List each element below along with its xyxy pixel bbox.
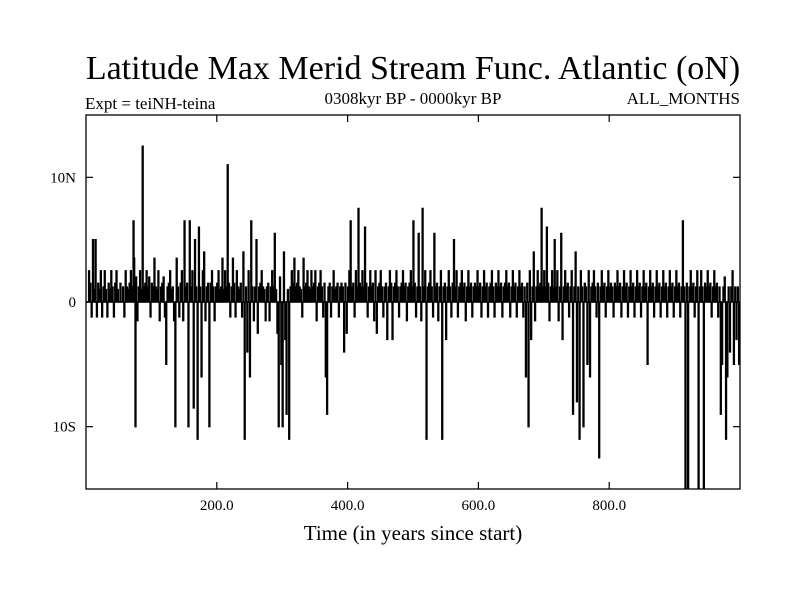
chart-subtitle-left: Expt = teiNH-teina	[85, 94, 216, 113]
chart-title: Latitude Max Merid Stream Func. Atlantic…	[86, 50, 740, 87]
chart-subtitle-right: ALL_MONTHS	[627, 89, 740, 108]
x-tick-label: 400.0	[331, 498, 365, 514]
x-axis-ticks: 200.0 400.0 600.0 800.0	[200, 115, 626, 514]
y-axis-ticks: 10N 0 10S	[50, 170, 740, 436]
x-tick-label: 600.0	[462, 498, 496, 514]
x-tick-label: 800.0	[592, 498, 626, 514]
plot-area: 200.0 400.0 600.0 800.0 10N 0 10S	[50, 114, 741, 514]
y-tick-label: 10S	[53, 420, 76, 436]
y-tick-label: 10N	[50, 170, 76, 186]
series-line-0	[86, 145, 740, 489]
x-tick-label: 200.0	[200, 498, 234, 514]
series-group	[86, 145, 740, 489]
chart-subtitle-center: 0308kyr BP - 0000kyr BP	[325, 89, 502, 108]
x-axis-title: Time (in years since start)	[304, 521, 523, 545]
y-tick-label: 0	[69, 295, 77, 311]
plot-frame	[85, 114, 741, 490]
